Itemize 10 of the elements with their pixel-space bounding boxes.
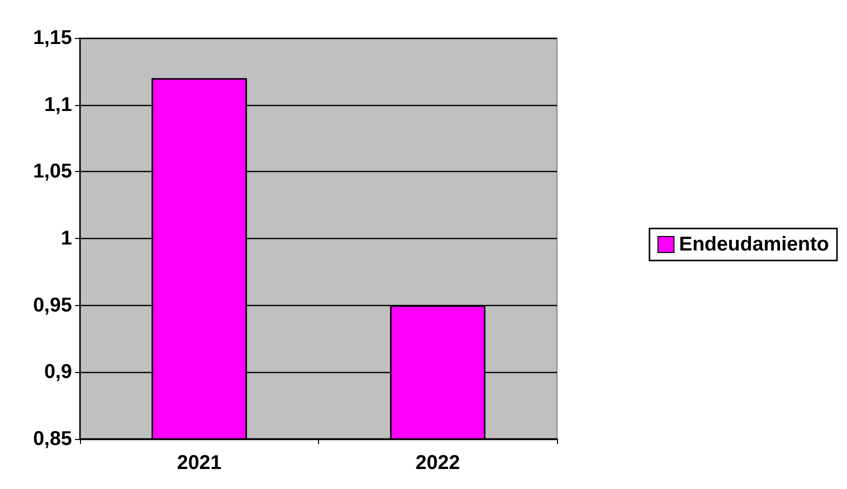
y-tick-label: 1 bbox=[60, 228, 72, 250]
y-tick-label: 0,85 bbox=[33, 428, 72, 450]
y-tick-label: 0,9 bbox=[44, 361, 72, 384]
legend-label: Endeudamiento bbox=[678, 234, 830, 256]
y-tick-label: 1,15 bbox=[33, 27, 72, 49]
y-tick-label: 1,05 bbox=[33, 160, 72, 183]
x-tick-label: 2021 bbox=[177, 452, 222, 474]
x-tick-label: 2022 bbox=[416, 452, 460, 474]
y-tick-label: 1,1 bbox=[44, 94, 72, 116]
y-tick-label: 0,95 bbox=[33, 294, 72, 316]
